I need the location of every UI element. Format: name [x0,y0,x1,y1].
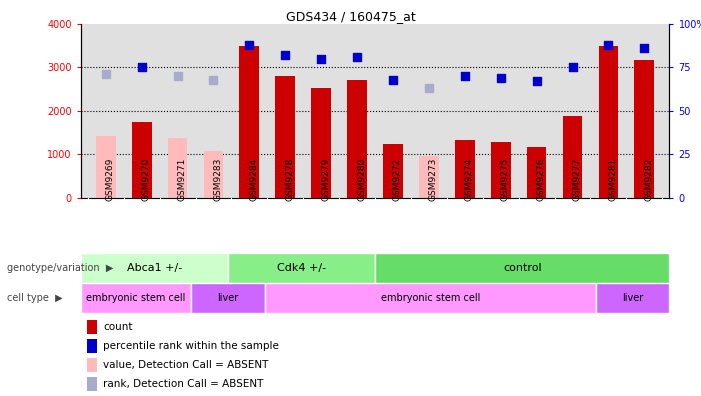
Text: percentile rank within the sample: percentile rank within the sample [103,341,279,351]
Text: GSM9278: GSM9278 [285,157,294,201]
Bar [275,76,295,198]
Bar [311,88,331,198]
Point [244,42,255,48]
Bar [86,358,97,372]
Point [351,54,362,60]
Bar [191,283,264,313]
Text: Abca1 +/-: Abca1 +/- [127,263,182,273]
Text: GSM9282: GSM9282 [644,158,653,201]
Text: embryonic stem cell: embryonic stem cell [381,293,480,303]
Bar [203,151,224,198]
Point [172,73,183,79]
Text: cell type  ▶: cell type ▶ [7,293,62,303]
Text: rank, Detection Call = ABSENT: rank, Detection Call = ABSENT [103,379,264,389]
Bar [81,283,191,313]
Text: GSM9284: GSM9284 [250,158,259,201]
Bar [526,147,547,198]
Bar [86,320,97,334]
Bar [228,253,375,283]
Text: liver: liver [217,293,238,303]
Point [423,85,435,91]
Bar [599,46,618,198]
Text: count: count [103,322,132,332]
Bar [240,46,259,198]
Text: GSM9271: GSM9271 [177,157,186,201]
Bar [86,339,97,353]
Point [100,71,111,78]
Point [280,52,291,58]
Text: GSM9270: GSM9270 [142,157,151,201]
Text: GDS434 / 160475_at: GDS434 / 160475_at [285,10,416,23]
Text: genotype/variation  ▶: genotype/variation ▶ [7,263,114,273]
Text: GSM9277: GSM9277 [573,157,582,201]
Text: GSM9273: GSM9273 [429,157,438,201]
Text: embryonic stem cell: embryonic stem cell [86,293,186,303]
Point [567,64,578,70]
Text: value, Detection Call = ABSENT: value, Detection Call = ABSENT [103,360,268,370]
Bar [81,253,228,283]
Point [531,78,542,84]
Bar [375,253,669,283]
Bar [168,138,187,198]
Bar [383,145,403,198]
Text: GSM9281: GSM9281 [608,157,618,201]
Text: liver: liver [622,293,644,303]
Point [388,76,399,83]
Bar [132,122,151,198]
Bar [455,140,475,198]
Text: control: control [503,263,542,273]
Text: GSM9283: GSM9283 [214,157,222,201]
Point [459,73,470,79]
Bar [596,283,669,313]
Text: Cdk4 +/-: Cdk4 +/- [277,263,326,273]
Point [603,42,614,48]
Text: GSM9276: GSM9276 [536,157,545,201]
Bar [419,156,439,198]
Bar [96,136,116,198]
Point [495,74,506,81]
Point [208,76,219,83]
Point [136,64,147,70]
Point [639,45,650,51]
Text: GSM9272: GSM9272 [393,158,402,201]
Bar [86,377,97,391]
Bar [563,116,583,198]
Text: GSM9280: GSM9280 [357,157,366,201]
Text: GSM9275: GSM9275 [501,157,510,201]
Bar [634,60,654,198]
Text: GSM9279: GSM9279 [321,157,330,201]
Bar [265,283,596,313]
Point [315,55,327,62]
Bar [491,142,510,198]
Text: GSM9269: GSM9269 [106,157,115,201]
Bar [347,80,367,198]
Text: GSM9274: GSM9274 [465,158,474,201]
